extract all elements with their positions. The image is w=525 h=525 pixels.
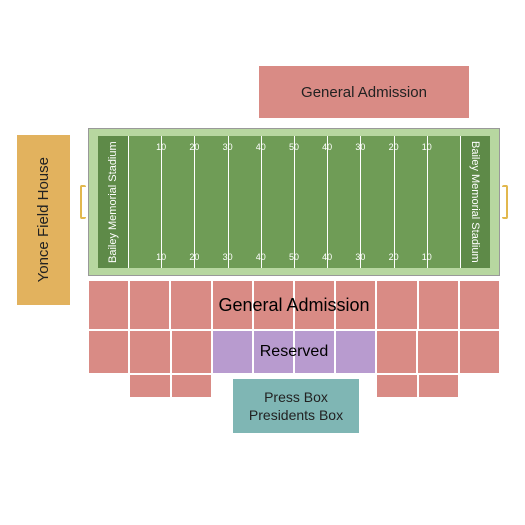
yonce-label: Yonce Field House	[35, 157, 52, 282]
general-admission-north[interactable]: General Admission	[258, 65, 470, 119]
ga-south-section[interactable]	[88, 280, 129, 330]
endzone-left: Bailey Memorial Stadium	[98, 136, 128, 268]
yard-line	[360, 136, 361, 268]
reserved-section[interactable]	[253, 330, 294, 374]
yard-number: 10	[420, 142, 434, 152]
yard-line	[394, 136, 395, 268]
ga-south-section[interactable]	[376, 374, 418, 398]
ga-south-section[interactable]	[129, 374, 171, 398]
reserved-section[interactable]	[335, 330, 376, 374]
yard-line	[128, 136, 129, 268]
yard-number: 40	[320, 142, 334, 152]
yard-number: 40	[320, 252, 334, 262]
yard-number: 20	[187, 142, 201, 152]
yard-number: 30	[353, 252, 367, 262]
yard-line	[294, 136, 295, 268]
ga-south-section[interactable]	[376, 280, 417, 330]
goalpost-left-icon	[80, 185, 86, 219]
yard-number: 10	[154, 142, 168, 152]
yard-number: 20	[387, 142, 401, 152]
yard-number: 20	[387, 252, 401, 262]
ga-south-section[interactable]	[335, 280, 376, 330]
ga-south-section[interactable]	[418, 280, 459, 330]
ga-south-section[interactable]	[376, 330, 417, 374]
yard-number: 30	[221, 142, 235, 152]
yard-line	[460, 136, 461, 268]
ga-south-section[interactable]	[171, 330, 212, 374]
yonce-field-house[interactable]: Yonce Field House	[16, 134, 71, 306]
ga-south-section[interactable]	[253, 280, 294, 330]
goalpost-right-icon	[502, 185, 508, 219]
yard-number: 50	[287, 142, 301, 152]
yard-line	[228, 136, 229, 268]
reserved-section[interactable]	[294, 330, 335, 374]
yard-number: 30	[221, 252, 235, 262]
yard-number: 40	[254, 252, 268, 262]
yard-line	[161, 136, 162, 268]
ga-south-section[interactable]	[212, 280, 253, 330]
ga-south-section[interactable]	[129, 280, 170, 330]
ga-south-section[interactable]	[459, 330, 500, 374]
yard-number: 30	[353, 142, 367, 152]
yard-number: 20	[187, 252, 201, 262]
yard-number: 10	[420, 252, 434, 262]
ga-south-section[interactable]	[459, 280, 500, 330]
press-presidents-box[interactable]: Press BoxPresidents Box	[232, 378, 360, 434]
reserved-section[interactable]	[212, 330, 253, 374]
ga-south-section[interactable]	[170, 280, 211, 330]
yard-line	[194, 136, 195, 268]
endzone-right-label: Bailey Memorial Stadium	[460, 136, 490, 268]
ga-south-section[interactable]	[129, 330, 170, 374]
yard-number: 10	[154, 252, 168, 262]
ga-top-label: General Admission	[301, 84, 427, 101]
yard-line	[261, 136, 262, 268]
field-turf: Bailey Memorial Stadium Bailey Memorial S…	[98, 136, 490, 268]
yard-number: 50	[287, 252, 301, 262]
yard-line	[327, 136, 328, 268]
ga-south-section[interactable]	[88, 330, 129, 374]
ga-south-section[interactable]	[171, 374, 213, 398]
ga-south-section[interactable]	[294, 280, 335, 330]
endzone-right: Bailey Memorial Stadium	[460, 136, 490, 268]
ga-south-section[interactable]	[418, 374, 460, 398]
press-box-label: Press BoxPresidents Box	[249, 388, 343, 424]
yard-number: 40	[254, 142, 268, 152]
ga-south-section[interactable]	[417, 330, 458, 374]
yard-line	[427, 136, 428, 268]
endzone-left-label: Bailey Memorial Stadium	[98, 136, 128, 268]
